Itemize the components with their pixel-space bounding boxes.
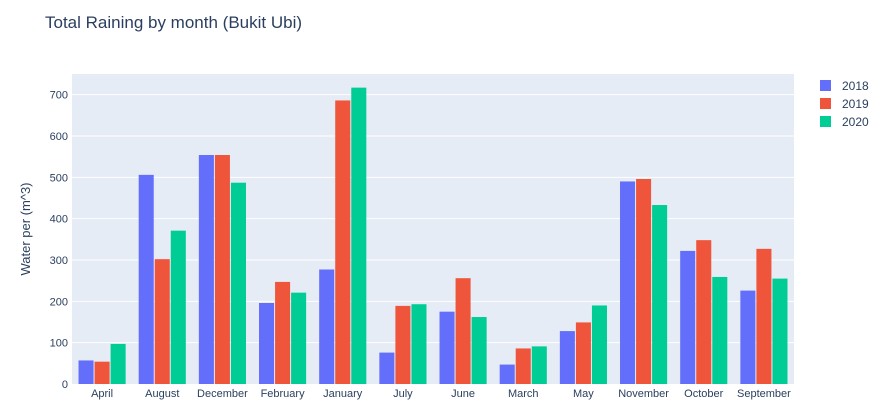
- bar-2019-october[interactable]: [696, 240, 712, 384]
- bar-2018-january[interactable]: [319, 269, 335, 384]
- y-tick-label: 300: [50, 255, 68, 267]
- y-axis-label: Water per (m^3): [18, 182, 33, 275]
- bar-2018-july[interactable]: [379, 352, 395, 384]
- x-tick-label: April: [91, 388, 113, 400]
- bar-2020-june[interactable]: [471, 317, 487, 384]
- bar-2018-december[interactable]: [198, 155, 214, 384]
- bar-2020-march[interactable]: [531, 346, 547, 384]
- bar-2019-december[interactable]: [214, 155, 230, 384]
- bar-2019-january[interactable]: [335, 100, 351, 384]
- legend-label: 2018: [842, 79, 869, 93]
- legend-label: 2019: [842, 97, 869, 111]
- bar-2020-april[interactable]: [110, 343, 126, 384]
- bar-2018-may[interactable]: [559, 331, 575, 384]
- x-tick-label: March: [508, 388, 539, 400]
- bars: [78, 87, 788, 384]
- gridlines: [72, 94, 794, 344]
- bar-2018-august[interactable]: [138, 174, 154, 384]
- legend-swatch: [820, 98, 831, 109]
- bar-2018-march[interactable]: [499, 364, 515, 384]
- y-tick-label: 0: [62, 379, 68, 391]
- legend-item-2020[interactable]: 2020: [820, 115, 869, 129]
- x-tick-label: August: [145, 388, 179, 400]
- bar-2020-november[interactable]: [652, 205, 668, 384]
- bar-2018-september[interactable]: [740, 290, 756, 384]
- x-tick-label: July: [393, 388, 413, 400]
- y-tick-label: 100: [50, 338, 68, 350]
- legend-item-2019[interactable]: 2019: [820, 97, 869, 111]
- bar-2019-september[interactable]: [756, 248, 772, 384]
- bar-2019-june[interactable]: [455, 278, 471, 384]
- bar-2019-july[interactable]: [395, 305, 411, 384]
- bar-2018-february[interactable]: [259, 302, 275, 384]
- bar-2019-february[interactable]: [275, 281, 291, 384]
- legend[interactable]: 2018 2019 2020: [820, 79, 869, 129]
- x-tick-label: February: [261, 388, 306, 400]
- bar-2018-june[interactable]: [439, 311, 455, 384]
- legend-label: 2020: [842, 115, 869, 129]
- bar-2020-january[interactable]: [351, 87, 367, 384]
- x-tick-label: January: [323, 388, 363, 400]
- bar-2020-september[interactable]: [772, 278, 788, 384]
- bar-2019-august[interactable]: [154, 259, 170, 384]
- bar-2019-april[interactable]: [94, 361, 110, 384]
- bar-2019-may[interactable]: [575, 322, 591, 384]
- y-tick-label: 700: [50, 90, 68, 102]
- bar-2019-march[interactable]: [515, 348, 531, 384]
- x-tick-label: June: [451, 388, 475, 400]
- legend-swatch: [820, 116, 831, 127]
- bar-2018-november[interactable]: [620, 181, 636, 384]
- x-axis-ticks: April August December February January July Ju…: [91, 388, 791, 400]
- bar-2020-august[interactable]: [170, 230, 186, 384]
- bar-2018-october[interactable]: [680, 250, 696, 384]
- y-axis-ticks: 0 100 200 300 400 500 600 700: [50, 90, 68, 391]
- x-tick-label: December: [197, 388, 248, 400]
- bar-2020-july[interactable]: [411, 304, 427, 384]
- bar-2020-february[interactable]: [291, 292, 307, 384]
- y-tick-label: 600: [50, 131, 68, 143]
- legend-swatch: [820, 80, 831, 91]
- plot-background: [72, 74, 794, 384]
- y-tick-label: 200: [50, 296, 68, 308]
- x-tick-label: May: [573, 388, 594, 400]
- legend-item-2018[interactable]: 2018: [820, 79, 869, 93]
- chart-title: Total Raining by month (Bukit Ubi): [45, 13, 302, 32]
- x-tick-label: October: [684, 388, 723, 400]
- y-tick-label: 400: [50, 214, 68, 226]
- bar-2019-november[interactable]: [636, 178, 652, 384]
- bar-2018-april[interactable]: [78, 360, 94, 384]
- x-tick-label: November: [618, 388, 669, 400]
- bar-2020-may[interactable]: [591, 305, 607, 384]
- bar-2020-december[interactable]: [230, 182, 246, 384]
- x-tick-label: September: [737, 388, 791, 400]
- bar-2020-october[interactable]: [712, 276, 728, 384]
- y-tick-label: 500: [50, 172, 68, 184]
